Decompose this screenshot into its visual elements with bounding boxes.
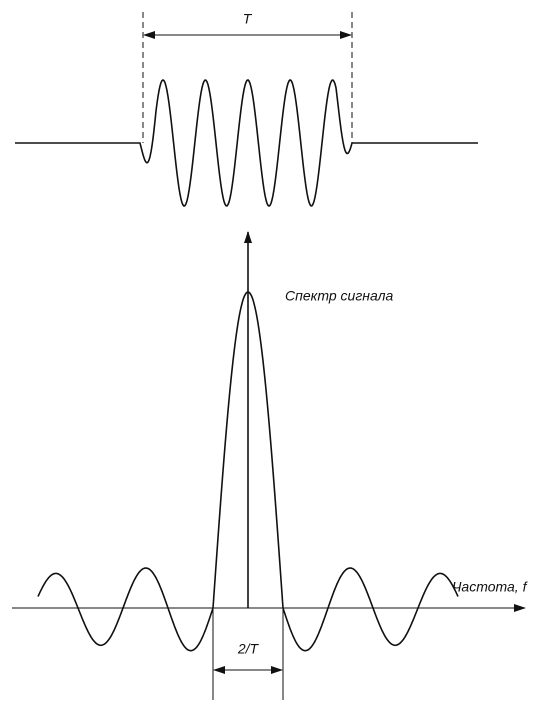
bandwidth-label: 2/T — [237, 641, 260, 657]
spectrum-label: Спектр сигнала — [285, 288, 393, 304]
frequency-label: Частота, f — [452, 579, 529, 595]
signal-burst — [15, 79, 478, 207]
spectrum-curve — [37, 291, 459, 652]
duration-label: T — [243, 11, 253, 27]
